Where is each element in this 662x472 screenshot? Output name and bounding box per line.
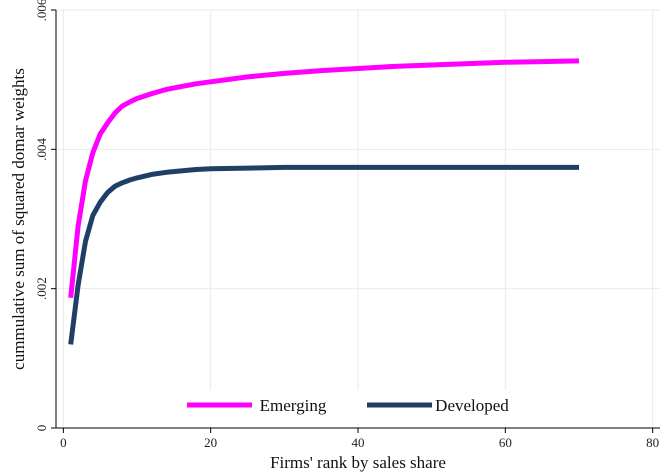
- legend-label-developed: Developed: [435, 396, 509, 415]
- series-line-developed: [68, 164, 579, 345]
- x-tick-label: 60: [499, 435, 512, 450]
- y-tick-label: .002: [34, 277, 49, 300]
- y-axis-ticks: 0 .002 .004 .006: [34, 0, 56, 431]
- x-tick-label: 0: [60, 435, 67, 450]
- x-axis-title: Firms' rank by sales share: [270, 453, 446, 472]
- x-tick-label: 80: [646, 435, 659, 450]
- y-tick-label: 0: [34, 425, 49, 432]
- legend: Emerging Developed: [176, 390, 546, 424]
- y-axis-title: cummulative sum of squared domar weights: [9, 68, 28, 370]
- grid-lines: [56, 9, 660, 429]
- x-axis-ticks: 0 20 40 60 80: [60, 428, 659, 450]
- x-tick-label: 40: [352, 435, 365, 450]
- x-tick-label: 20: [204, 435, 217, 450]
- series-layer: [68, 58, 580, 345]
- legend-label-emerging: Emerging: [260, 396, 327, 415]
- series-line-emerging: [68, 58, 580, 298]
- y-tick-label: .006: [34, 0, 49, 21]
- y-tick-label: .004: [34, 137, 49, 160]
